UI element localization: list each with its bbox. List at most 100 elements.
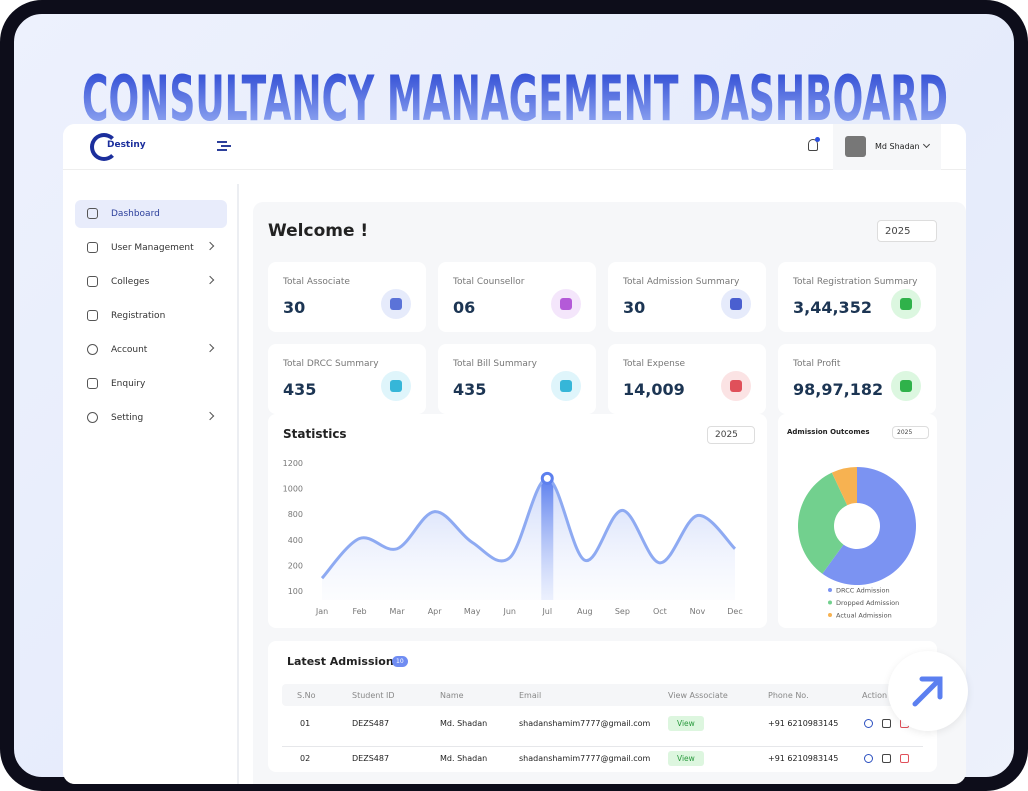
- nav-item[interactable]: Enquiry: [75, 370, 227, 398]
- stat-card: Total Profit 98,97,182: [778, 344, 936, 414]
- card-value: 06: [453, 298, 476, 317]
- year-select[interactable]: 2025: [877, 220, 937, 242]
- card-icon-glyph: [730, 298, 742, 310]
- hero-title: Consultancy Management Dashboard: [82, 62, 948, 130]
- stat-card: Total Associate 30: [268, 262, 426, 332]
- column-header: Phone No.: [768, 691, 809, 700]
- nav-item[interactable]: Setting: [75, 404, 227, 432]
- column-header: Name: [440, 691, 464, 700]
- table-header: [282, 684, 923, 706]
- year: 2025: [897, 429, 913, 436]
- nav-item[interactable]: Registration: [75, 302, 227, 330]
- card-icon: [721, 371, 751, 401]
- card-value: 30: [623, 298, 646, 317]
- card-value: 435: [283, 380, 317, 399]
- card-icon: [551, 289, 581, 319]
- nav-label: Account: [111, 345, 148, 355]
- card-value: 435: [453, 380, 487, 399]
- sidebar: Dashboard User Management Colleges Regis…: [63, 184, 239, 784]
- card-value: 30: [283, 298, 306, 317]
- view-button[interactable]: View: [668, 751, 704, 766]
- card-label: Total Admission Summary: [623, 277, 740, 287]
- card-icon: [721, 289, 751, 319]
- nav-item[interactable]: User Management: [75, 234, 227, 262]
- avatar: [845, 136, 866, 157]
- statistics-panel: Statistics 2025: [268, 414, 767, 628]
- card-value: 14,009: [623, 380, 685, 399]
- cell: Md. Shadan: [440, 719, 488, 728]
- card-value: 3,44,352: [793, 298, 872, 317]
- nav-label: Colleges: [111, 277, 150, 287]
- column-header: Email: [519, 691, 542, 700]
- user-chevron: [922, 140, 931, 149]
- nav-item[interactable]: Account: [75, 336, 227, 364]
- stat-card: Total Counsellor 06: [438, 262, 596, 332]
- card-icon: [381, 289, 411, 319]
- card-label: Total Registration Summary: [793, 277, 918, 287]
- view-button[interactable]: View: [668, 716, 704, 731]
- cell: +91 6210983145: [768, 719, 839, 728]
- stat-card: Total Bill Summary 435: [438, 344, 596, 414]
- table-panel: Latest Admissions 10 S.No Student ID Name E…: [268, 641, 937, 772]
- user-name: Md Shadan: [875, 142, 920, 151]
- year: 2025: [715, 430, 738, 440]
- table-title: Latest Admissions: [287, 655, 401, 668]
- card-icon-glyph: [390, 380, 402, 392]
- column-header: Student ID: [352, 691, 395, 700]
- welcome: Welcome !: [268, 221, 369, 241]
- logo-mark: [90, 133, 118, 161]
- hero-title-svg: Consultancy Management Dashboard: [82, 62, 948, 130]
- outcomes-panel: Admission Outcomes 2025: [778, 414, 937, 628]
- card-label: Total Counsellor: [453, 277, 525, 287]
- card-icon: [891, 289, 921, 319]
- nav-label: User Management: [111, 243, 194, 253]
- column-header: View Associate: [668, 691, 728, 700]
- user-menu[interactable]: Md Shadan: [833, 124, 941, 170]
- card-label: Total Bill Summary: [453, 359, 537, 369]
- action-icon[interactable]: [864, 719, 873, 728]
- outcomes-year[interactable]: 2025: [892, 426, 929, 439]
- nav-item[interactable]: Colleges: [75, 268, 227, 296]
- arrow-icon: [912, 676, 943, 707]
- menu-toggle[interactable]: [217, 141, 227, 143]
- card-icon: [381, 371, 411, 401]
- column-header: Action: [862, 691, 888, 700]
- row-separator: [282, 746, 923, 747]
- statistics-title: Statistics: [283, 427, 347, 441]
- cell: 02: [300, 754, 311, 763]
- logo-text: Destiny: [107, 140, 146, 150]
- card-icon: [551, 371, 581, 401]
- action-icon[interactable]: [900, 754, 909, 763]
- open-button[interactable]: [888, 651, 968, 731]
- card-icon-glyph: [730, 380, 742, 392]
- card-icon: [891, 371, 921, 401]
- stat-card: Total Admission Summary 30: [608, 262, 766, 332]
- cell: shadanshamim7777@gmail.com: [519, 719, 651, 728]
- nav-label: Registration: [111, 311, 166, 321]
- action-icon[interactable]: [864, 754, 873, 763]
- year: 2025: [885, 225, 911, 237]
- cell: Md. Shadan: [440, 754, 488, 763]
- card-icon-glyph: [900, 298, 912, 310]
- notification-dot: [815, 137, 820, 142]
- card-icon-glyph: [560, 298, 572, 310]
- nav-item[interactable]: Dashboard: [75, 200, 227, 228]
- notification-bell[interactable]: [808, 139, 818, 151]
- card-label: Total Associate: [283, 277, 350, 287]
- card-label: Total Profit: [793, 359, 841, 369]
- cell: DEZS487: [352, 719, 390, 728]
- statistics-year[interactable]: 2025: [707, 426, 755, 444]
- cell: shadanshamim7777@gmail.com: [519, 754, 651, 763]
- card-label: Total Expense: [623, 359, 686, 369]
- cell: DEZS487: [352, 754, 390, 763]
- action-icon[interactable]: [882, 754, 891, 763]
- outcomes-title: Admission Outcomes: [787, 428, 870, 436]
- cell: 01: [300, 719, 311, 728]
- card-label: Total DRCC Summary: [283, 359, 379, 369]
- stat-card: Total Registration Summary 3,44,352: [778, 262, 936, 332]
- top-bar: Destiny Md Shadan: [63, 124, 966, 170]
- action-icon[interactable]: [882, 719, 891, 728]
- nav-label: Dashboard: [111, 209, 160, 219]
- column-header: S.No: [297, 691, 316, 700]
